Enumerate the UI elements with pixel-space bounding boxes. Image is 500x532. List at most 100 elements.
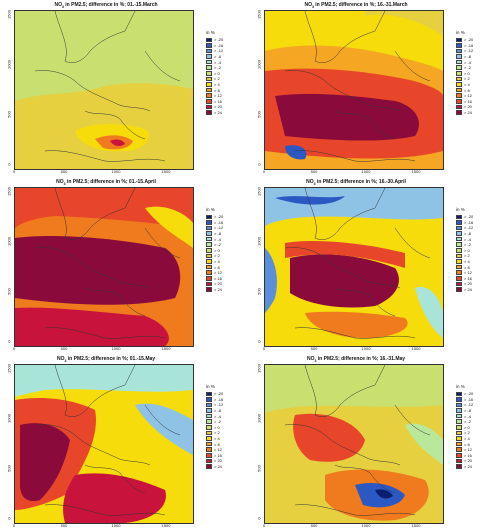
legend-entry: > -8 bbox=[206, 231, 223, 237]
legend-title: in % bbox=[206, 30, 215, 35]
legend-entry: > 0 bbox=[206, 71, 223, 77]
legend-swatch bbox=[206, 408, 212, 413]
legend-label: > -2 bbox=[214, 419, 222, 425]
legend-entry: > -2 bbox=[206, 419, 223, 425]
legend-entry: > 12 bbox=[206, 93, 223, 99]
legend-label: > -4 bbox=[214, 236, 222, 242]
legend-swatch bbox=[206, 225, 212, 231]
legend-label: > 2 bbox=[464, 76, 470, 82]
x-tick: 500 bbox=[60, 523, 68, 528]
legend-entry: > 0 bbox=[456, 248, 473, 254]
legend-label: > 0 bbox=[464, 247, 470, 253]
legend-entry: > -16 bbox=[456, 397, 473, 403]
x-tick: 1500 bbox=[411, 169, 421, 174]
legend-entry: > -20 bbox=[206, 37, 223, 43]
legend-swatch bbox=[206, 99, 212, 104]
legend-entry: > -12 bbox=[456, 402, 473, 408]
legend-swatch bbox=[206, 54, 212, 59]
legend-label: > -12 bbox=[464, 402, 474, 408]
legend-swatch bbox=[456, 43, 462, 48]
legend-label: > 20 bbox=[464, 458, 472, 464]
legend-swatch bbox=[206, 436, 212, 441]
legend-entry: > 24 bbox=[456, 287, 473, 293]
legend-entry: > -8 bbox=[206, 408, 223, 414]
legend-entry: > -2 bbox=[206, 65, 223, 71]
legend-entry: > -12 bbox=[206, 48, 223, 54]
x-tick: 500 bbox=[310, 169, 318, 174]
legend-label: > -20 bbox=[464, 214, 474, 220]
legend-entry: > -4 bbox=[206, 236, 223, 242]
legend-label: > -4 bbox=[464, 236, 472, 242]
legend-label: > 20 bbox=[464, 104, 472, 110]
legend-entry: > 24 bbox=[206, 464, 223, 470]
x-tick: 500 bbox=[310, 346, 318, 351]
legend-entry: > 24 bbox=[456, 110, 473, 116]
legend-swatch bbox=[206, 458, 212, 464]
legend-entry: > -2 bbox=[206, 242, 223, 248]
map-frame bbox=[14, 364, 194, 524]
legend-swatch bbox=[206, 37, 212, 43]
legend-swatch bbox=[456, 287, 462, 292]
legend-label: > -12 bbox=[464, 225, 474, 231]
legend-swatch bbox=[456, 458, 462, 464]
legend-label: > 0 bbox=[214, 247, 220, 253]
legend-label: > -12 bbox=[214, 225, 224, 231]
panel-title: NO3 in PM2.5; difference in %; 01.-15.Ma… bbox=[56, 356, 156, 363]
legend-label: > 0 bbox=[214, 70, 220, 76]
legend-label: > -16 bbox=[464, 219, 474, 225]
legend-swatch bbox=[206, 253, 212, 259]
panel-title: NO3 in PM2.5; difference in %; 16.-30.Ap… bbox=[306, 179, 406, 186]
x-tick: 1500 bbox=[411, 523, 421, 528]
y-tick: 1500 bbox=[6, 364, 12, 373]
legend-label: > -12 bbox=[214, 48, 224, 54]
legend-label: > -16 bbox=[464, 42, 474, 48]
legend-swatch bbox=[206, 281, 212, 287]
map-frame bbox=[264, 10, 444, 170]
y-tick: 500 bbox=[256, 111, 262, 118]
legend-swatch bbox=[206, 441, 212, 447]
legend-label: > 16 bbox=[214, 275, 222, 281]
legend-swatch bbox=[206, 259, 212, 264]
legend-swatch bbox=[206, 82, 212, 87]
x-tick: 1000 bbox=[361, 346, 371, 351]
legend-swatch bbox=[456, 259, 462, 264]
legend-label: > 24 bbox=[214, 110, 222, 116]
legend-entry: > 0 bbox=[206, 425, 223, 431]
legend-swatch bbox=[456, 391, 462, 397]
legend-swatch bbox=[456, 71, 462, 76]
legend-entry: > -4 bbox=[206, 413, 223, 419]
legend-entry: > 0 bbox=[456, 71, 473, 77]
legend-label: > -2 bbox=[464, 65, 472, 71]
legend-entry: > -2 bbox=[456, 65, 473, 71]
y-tick: 1000 bbox=[6, 237, 12, 246]
legend-entry: > -2 bbox=[456, 419, 473, 425]
legend-label: > -2 bbox=[464, 419, 472, 425]
legend-entry: > 16 bbox=[206, 453, 223, 459]
legend-swatch bbox=[456, 65, 462, 71]
legend-entry: > 20 bbox=[206, 281, 223, 287]
legend-swatch bbox=[206, 236, 212, 242]
x-tick: 1000 bbox=[111, 169, 121, 174]
legend-entry: > 16 bbox=[206, 99, 223, 105]
legend-label: > -16 bbox=[464, 396, 474, 402]
map-image bbox=[265, 365, 443, 523]
y-tick: 500 bbox=[256, 288, 262, 295]
legend-label: > 20 bbox=[214, 458, 222, 464]
legend-swatch bbox=[206, 110, 212, 115]
x-tick: 0 bbox=[262, 523, 266, 528]
map-panel-april-1: NO3 in PM2.5; difference in %; 01.-15.Ap… bbox=[0, 177, 250, 354]
legend-swatch bbox=[206, 214, 212, 220]
legend-entry: > -4 bbox=[456, 236, 473, 242]
y-tick: 1500 bbox=[6, 10, 12, 19]
legend-entry: > 12 bbox=[456, 93, 473, 99]
legend-entry: > 0 bbox=[206, 248, 223, 254]
x-tick: 1500 bbox=[161, 169, 171, 174]
legend-entry: > 8 bbox=[206, 264, 223, 270]
legend-label: > 4 bbox=[214, 259, 220, 265]
legend-swatch bbox=[456, 59, 462, 65]
legend-entry: > 24 bbox=[456, 464, 473, 470]
legend-label: > 2 bbox=[214, 76, 220, 82]
legend-swatch bbox=[206, 270, 212, 276]
legend-label: > 16 bbox=[214, 98, 222, 104]
legend-entry: > -20 bbox=[206, 214, 223, 220]
